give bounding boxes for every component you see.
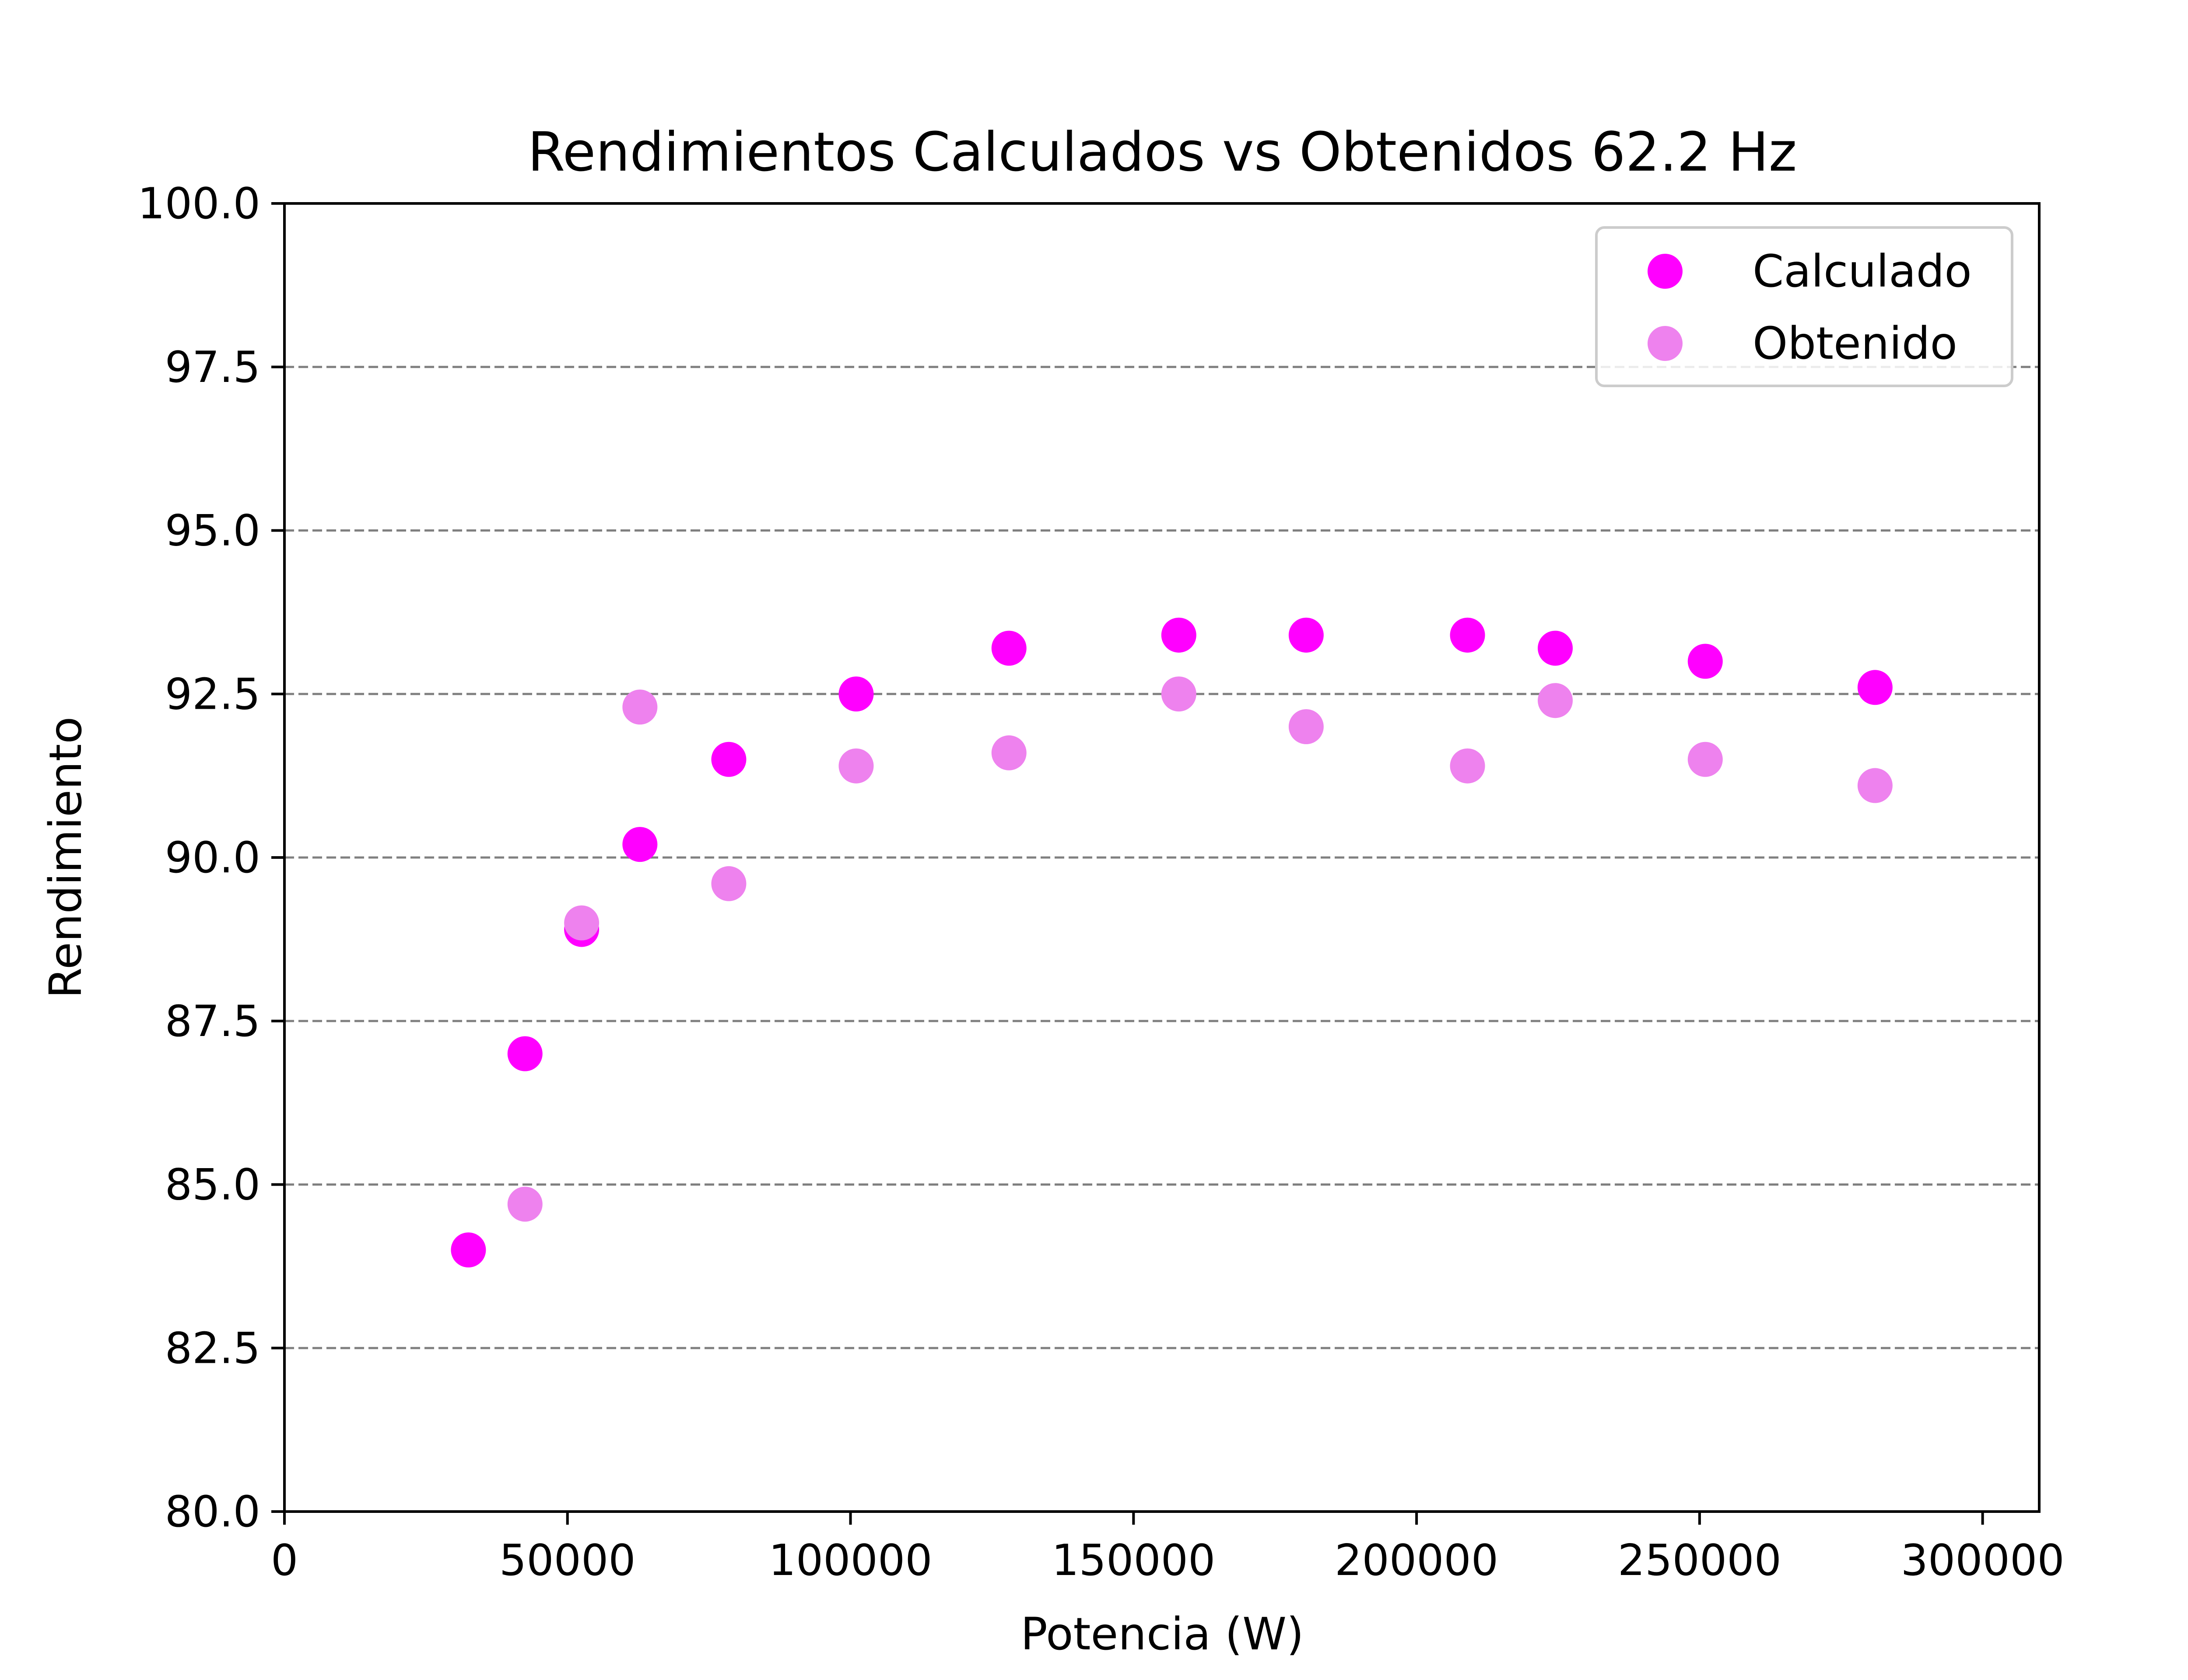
point-calculado-4 — [711, 742, 747, 777]
legend-marker-calculado — [1648, 254, 1683, 289]
legend-box — [1595, 226, 2013, 387]
data-points — [451, 617, 1893, 1267]
point-obtenido-1 — [564, 905, 600, 941]
point-obtenido-5 — [991, 735, 1027, 770]
x-axis-ticks: 0 50000 100000 150000 200000 250000 300000 — [271, 1512, 2065, 1586]
x-tick-label-3: 150000 — [1052, 1536, 1215, 1586]
point-calculado-6 — [991, 630, 1027, 666]
x-axis-label: Potencia (W) — [1020, 1608, 1304, 1660]
point-obtenido-10 — [1687, 742, 1723, 777]
point-calculado-1 — [507, 1036, 543, 1071]
point-obtenido-8 — [1450, 748, 1485, 784]
point-calculado-5 — [838, 676, 874, 712]
point-obtenido-7 — [1288, 709, 1324, 744]
y-axis-label: Rendimiento — [40, 717, 92, 998]
point-obtenido-3 — [711, 866, 747, 901]
legend-label-obtenido: Obtenido — [1753, 318, 1957, 370]
y-tick-label-6: 95.0 — [165, 506, 260, 556]
point-obtenido-0 — [507, 1186, 543, 1222]
x-tick-label-6: 300000 — [1901, 1536, 2065, 1586]
point-obtenido-11 — [1857, 768, 1893, 803]
point-calculado-11 — [1687, 644, 1723, 679]
legend-label-calculado: Calculado — [1753, 245, 1972, 298]
point-obtenido-4 — [838, 748, 874, 784]
y-tick-label-4: 90.0 — [165, 833, 260, 883]
y-tick-label-0: 80.0 — [165, 1487, 260, 1537]
point-obtenido-2 — [622, 690, 658, 725]
point-obtenido-6 — [1161, 676, 1196, 712]
x-tick-label-5: 250000 — [1618, 1536, 1781, 1586]
point-calculado-0 — [451, 1232, 486, 1267]
point-calculado-9 — [1450, 617, 1485, 653]
point-calculado-12 — [1857, 670, 1893, 705]
point-calculado-8 — [1288, 617, 1324, 653]
x-tick-label-4: 200000 — [1335, 1536, 1498, 1586]
x-tick-label-1: 50000 — [499, 1536, 636, 1586]
y-tick-label-3: 87.5 — [165, 997, 260, 1046]
x-tick-label-2: 100000 — [768, 1536, 932, 1586]
point-calculado-3 — [622, 827, 658, 862]
y-tick-label-2: 85.0 — [165, 1160, 260, 1210]
y-axis-ticks: 80.0 82.5 85.0 87.5 90.0 92.5 95.0 97.5 100.0 — [137, 179, 284, 1537]
chart-title: Rendimientos Calculados vs Obtenidos 62.… — [528, 121, 1797, 184]
point-calculado-10 — [1538, 630, 1573, 666]
point-calculado-7 — [1161, 617, 1196, 653]
legend-marker-obtenido — [1648, 326, 1683, 361]
y-tick-label-5: 92.5 — [165, 669, 260, 719]
grid-lines — [284, 366, 2039, 1349]
y-tick-label-7: 97.5 — [165, 343, 260, 392]
y-tick-label-8: 100.0 — [137, 179, 260, 229]
point-obtenido-9 — [1538, 683, 1573, 718]
y-tick-label-1: 82.5 — [165, 1323, 260, 1373]
x-tick-label-0: 0 — [271, 1536, 298, 1586]
legend: Calculado Obtenido — [1595, 226, 2013, 387]
